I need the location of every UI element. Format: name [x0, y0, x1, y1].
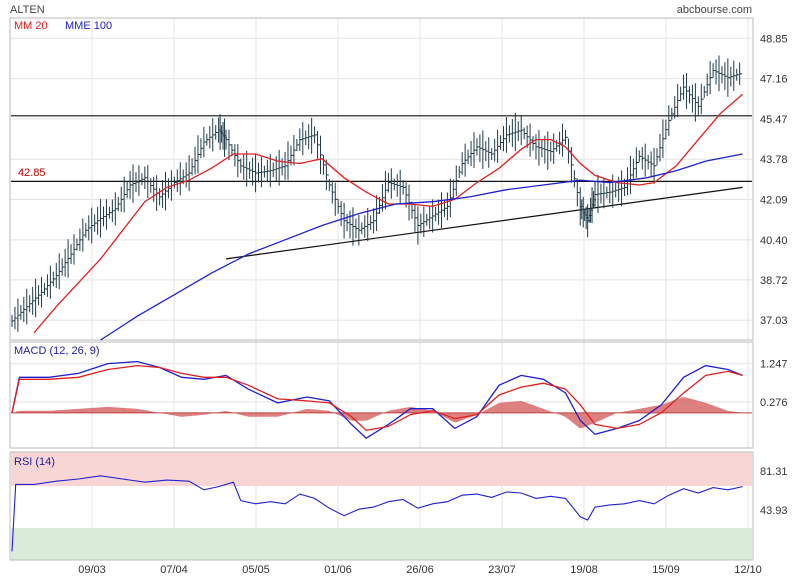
legend-rsi: RSI (14): [14, 456, 55, 468]
resistance-label: 42.85: [18, 167, 46, 179]
macd-tick-label: 0.276: [760, 397, 788, 409]
macd-signal-line: [11, 364, 743, 431]
rsi-panel-frame: [9, 451, 754, 561]
price-tick-label: 47.16: [760, 74, 788, 86]
rsi-oversold-zone: [11, 528, 752, 560]
x-tick-label: 15/09: [652, 564, 680, 576]
x-tick-label: 05/05: [242, 564, 270, 576]
macd-line: [11, 360, 743, 440]
macd-layer: [11, 360, 752, 440]
legend-mm20: MM 20: [14, 20, 48, 32]
ticker-label: ALTEN: [10, 4, 45, 16]
x-tick-label: 01/06: [324, 564, 352, 576]
source-label: abcbourse.com: [677, 4, 752, 16]
macd-tick-label: 1.247: [760, 359, 788, 371]
x-tick-label: 07/04: [160, 564, 188, 576]
mme100-line: [100, 153, 743, 341]
x-tick-label: 09/03: [78, 564, 106, 576]
price-tick-label: 48.85: [760, 33, 788, 45]
price-tick-label: 37.03: [760, 315, 788, 327]
support-trendline: [225, 186, 743, 260]
x-tick-label: 23/07: [488, 564, 516, 576]
macd-panel-frame: [9, 341, 754, 449]
rsi-line: [11, 475, 743, 552]
rsi-layer: [11, 475, 743, 552]
rsi-overbought-zone: [11, 452, 752, 486]
price-tick-label: 42.09: [760, 195, 788, 207]
price-panel-frame: [9, 17, 754, 341]
price-tick-label: 40.40: [760, 235, 788, 247]
price-tick-label: 38.72: [760, 275, 788, 287]
price-tick-label: 43.78: [760, 154, 788, 166]
x-tick-label: 12/10: [734, 564, 762, 576]
mm20-line: [33, 93, 744, 334]
x-tick-label: 26/06: [406, 564, 434, 576]
legend-macd: MACD (12, 26, 9): [14, 345, 100, 357]
legend-mme100: MME 100: [65, 20, 112, 32]
x-tick-label: 19/08: [570, 564, 598, 576]
price-tick-label: 45.47: [760, 114, 788, 126]
rsi-tick-label: 81.31: [760, 466, 788, 478]
price-layer: [11, 55, 752, 341]
rsi-tick-label: 43.93: [760, 505, 788, 517]
axis-layer: 09/03 07/04 05/05 01/06 26/06 23/07 19/08 15/09…: [78, 33, 787, 576]
